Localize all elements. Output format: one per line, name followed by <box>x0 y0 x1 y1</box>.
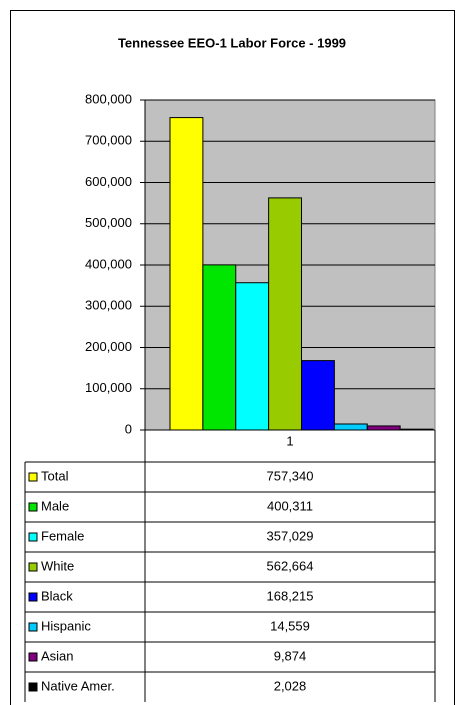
legend-label: Black <box>41 588 73 603</box>
legend-label: White <box>41 558 74 573</box>
legend-label: Asian <box>41 648 74 663</box>
table-value: 14,559 <box>270 618 310 633</box>
y-tick-label: 500,000 <box>85 215 132 230</box>
legend-label: Hispanic <box>41 618 91 633</box>
bar <box>301 360 335 431</box>
bar <box>268 197 302 431</box>
bar <box>235 282 270 431</box>
table-value: 357,029 <box>267 528 314 543</box>
x-tick-label: 1 <box>286 433 293 448</box>
bar <box>202 264 237 431</box>
legend-key <box>28 652 38 662</box>
table-value: 562,664 <box>267 558 314 573</box>
table-value: 400,311 <box>267 498 313 513</box>
legend-key <box>28 502 38 512</box>
legend-key <box>28 682 38 692</box>
table-value: 2,028 <box>274 678 307 693</box>
y-tick-label: 0 <box>125 421 132 436</box>
table-value: 757,340 <box>267 468 314 483</box>
legend-key <box>28 592 38 602</box>
table-value: 168,215 <box>267 588 314 603</box>
legend-label: Total <box>41 468 69 483</box>
legend-label: Female <box>41 528 84 543</box>
y-tick-label: 300,000 <box>85 298 132 313</box>
legend-key <box>28 532 38 542</box>
legend-label: Native Amer. <box>41 678 115 693</box>
bar <box>333 423 368 431</box>
legend-key <box>28 622 38 632</box>
y-tick-label: 800,000 <box>85 91 132 106</box>
legend-key <box>28 562 38 572</box>
chart-title: Tennessee EEO-1 Labor Force - 1999 <box>118 35 346 50</box>
legend-key <box>28 472 38 482</box>
legend-label: Male <box>41 498 69 513</box>
bar <box>366 425 401 431</box>
y-tick-label: 400,000 <box>85 256 132 271</box>
y-tick-label: 700,000 <box>85 133 132 148</box>
y-tick-label: 600,000 <box>85 174 132 189</box>
table-value: 9,874 <box>274 648 307 663</box>
y-tick-label: 100,000 <box>85 380 132 395</box>
bar <box>169 117 204 431</box>
y-tick-label: 200,000 <box>85 339 132 354</box>
